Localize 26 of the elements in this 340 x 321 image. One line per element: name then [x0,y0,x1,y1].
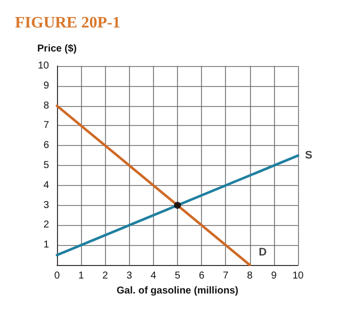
x-tick-label: 6 [198,270,205,282]
annotation: D [258,246,267,258]
x-tick-label: 0 [54,270,60,282]
y-tick-label: 8 [43,100,50,112]
y-tick-label: 6 [43,140,50,152]
x-tick-label: 7 [222,270,229,282]
x-tick-label: 3 [126,270,133,282]
x-tick-label: 4 [150,270,157,282]
y-tick-label: 10 [38,60,50,72]
annotation: S [305,150,312,162]
x-tick-label: 5 [174,270,181,282]
x-tick-label: 9 [271,270,278,282]
x-tick-label: 2 [102,270,108,282]
y-tick-label: 1 [43,240,50,251]
x-tick-label: 1 [78,270,84,282]
y-tick-label: 3 [43,200,50,211]
y-tick-label: 5 [43,160,50,171]
y-tick-label: 9 [43,80,50,92]
y-tick-label: 7 [43,120,50,132]
y-tick-label: 2 [43,220,50,231]
y-tick-label: 4 [43,180,50,191]
chart-title: FIGURE 20P-1 [15,14,120,32]
x-axis-title: Gal. of gasoline (millions) [116,285,238,296]
x-tick-label: 10 [292,270,304,282]
x-tick-label: 8 [247,270,254,282]
y-axis-title: Price ($) [37,44,77,54]
